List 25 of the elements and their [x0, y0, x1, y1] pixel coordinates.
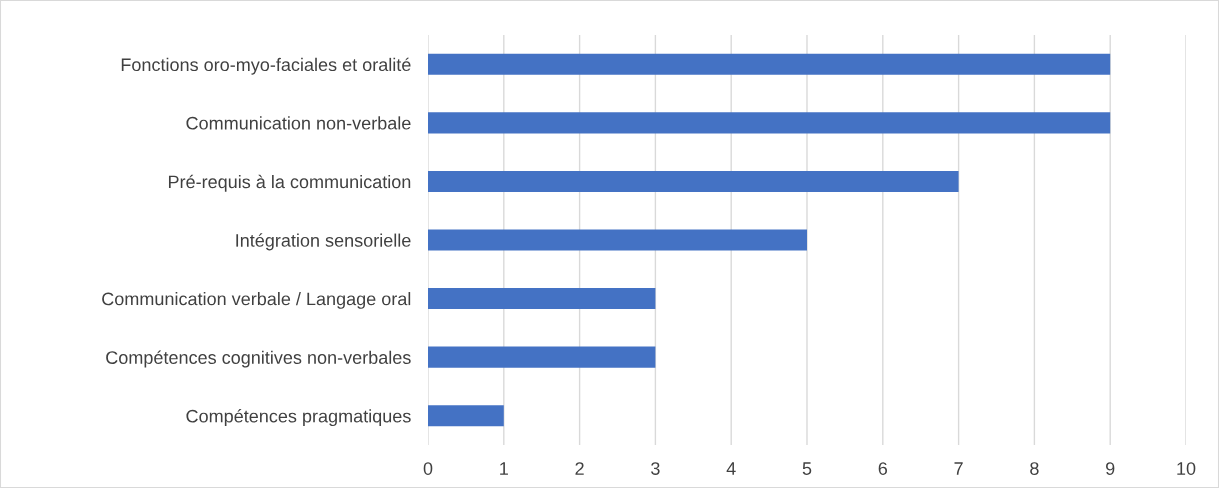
bar: [428, 346, 656, 368]
x-tick-label: 8: [1030, 462, 1039, 475]
y-tick-label: Compétences pragmatiques: [186, 409, 411, 427]
bar: [428, 229, 807, 251]
x-tick-label: 9: [1106, 462, 1115, 475]
x-tick-label: 1: [500, 462, 508, 475]
x-tick-label: 0: [423, 462, 433, 475]
y-tick-label: Communication non-verbale: [186, 116, 411, 130]
x-tick-label: 7: [954, 462, 963, 475]
x-tick-label: 6: [878, 462, 888, 475]
y-tick-label: Fonctions oro-myo-faciales et oralité: [121, 57, 411, 75]
y-tick-label: Compétences cognitives non-verbales: [106, 350, 411, 368]
bar: [428, 53, 1111, 75]
x-tick-label: 3: [651, 462, 660, 475]
bar: [428, 288, 656, 310]
x-tick-label: 5: [802, 462, 812, 475]
x-tick-label: 4: [726, 462, 736, 475]
bar: [428, 170, 959, 192]
y-tick-label: Communication verbale / Langage oral: [102, 292, 411, 309]
bar: [428, 112, 1111, 134]
bar: [428, 405, 504, 427]
y-tick-label: Pré-requis à la communication: [168, 174, 411, 192]
y-tick-label: Intégration sensorielle: [236, 233, 411, 251]
x-tick-label: 2: [575, 462, 584, 475]
x-tick-label: 10: [1177, 462, 1196, 475]
